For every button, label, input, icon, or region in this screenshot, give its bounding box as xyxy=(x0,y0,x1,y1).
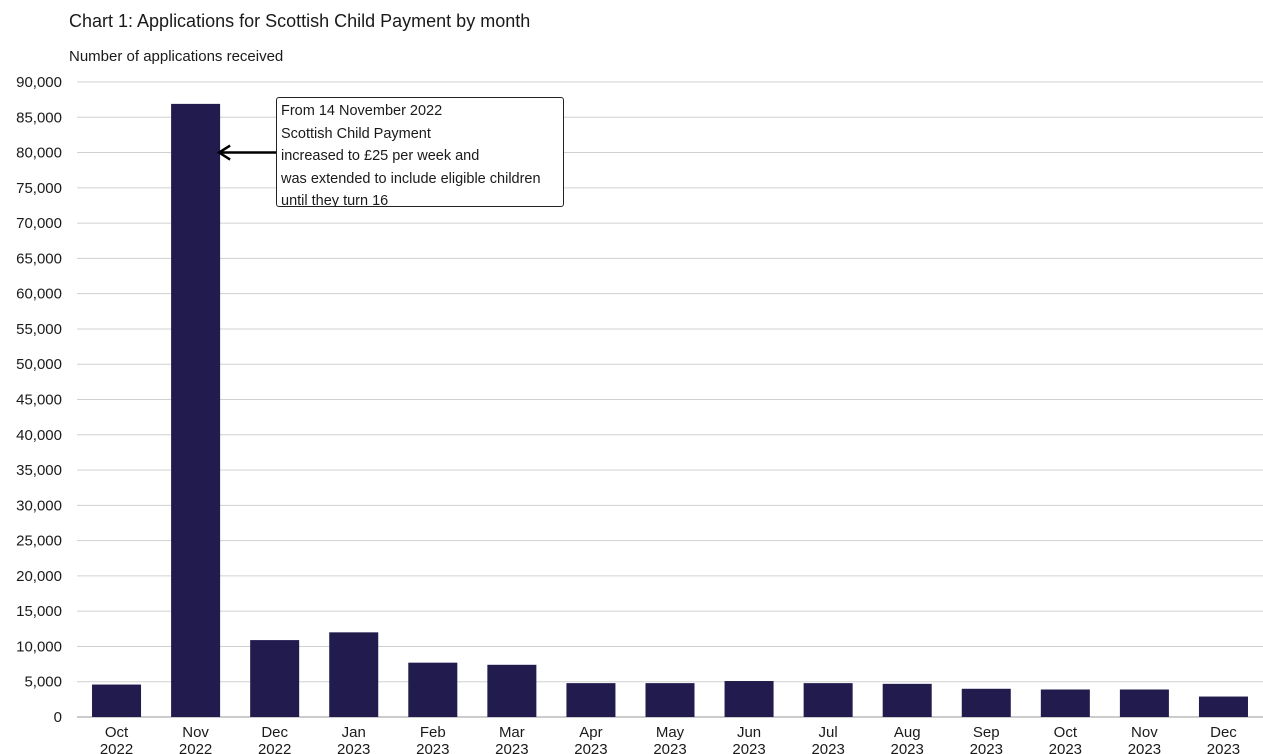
bar xyxy=(724,681,774,717)
annotation-box: From 14 November 2022 Scottish Child Pay… xyxy=(276,97,564,207)
x-tick-label: 2023 xyxy=(1049,741,1082,754)
x-tick-label: 2023 xyxy=(970,741,1003,754)
x-tick-label: 2023 xyxy=(337,741,370,754)
bar xyxy=(408,662,458,717)
y-tick-label: 40,000 xyxy=(16,427,62,444)
y-tick-label: 75,000 xyxy=(16,180,62,197)
x-tick-label: 2022 xyxy=(258,741,291,754)
annotation-line: From 14 November 2022 xyxy=(281,103,443,119)
y-tick-label: 90,000 xyxy=(16,74,62,91)
annotation-line: Scottish Child Payment xyxy=(281,125,431,142)
y-tick-label: 25,000 xyxy=(16,533,62,550)
bars xyxy=(92,103,1248,718)
bar xyxy=(645,683,695,717)
annotation-line: until they turn 16 xyxy=(281,193,389,207)
annotation-line: was extended to include eligible childre… xyxy=(281,170,541,187)
bar xyxy=(487,664,537,717)
x-tick-label: Oct xyxy=(105,724,129,741)
y-tick-label: 85,000 xyxy=(16,109,62,126)
x-tick-label: Feb xyxy=(420,724,446,741)
chart-title: Chart 1: Applications for Scottish Child… xyxy=(69,11,531,31)
x-tick-label: 2023 xyxy=(732,741,765,754)
x-tick-label: 2023 xyxy=(495,741,528,754)
x-tick-label: Jul xyxy=(819,724,838,741)
y-tick-label: 15,000 xyxy=(16,603,62,620)
y-tick-label: 10,000 xyxy=(16,638,62,655)
y-tick-label: 30,000 xyxy=(16,497,62,514)
y-tick-label: 60,000 xyxy=(16,286,62,303)
x-tick-label: Aug xyxy=(894,724,921,741)
bar xyxy=(803,683,853,717)
x-axis-ticks: Oct2022Nov2022Dec2022Jan2023Feb2023Mar20… xyxy=(100,724,1240,754)
bar xyxy=(250,640,300,717)
y-tick-label: 80,000 xyxy=(16,145,62,162)
x-tick-label: May xyxy=(656,724,685,741)
x-tick-label: Jun xyxy=(737,724,761,741)
y-tick-label: 35,000 xyxy=(16,462,62,479)
y-tick-label: 5,000 xyxy=(24,674,62,691)
x-tick-label: 2023 xyxy=(891,741,924,754)
bar xyxy=(1119,689,1169,717)
bar xyxy=(329,632,379,717)
bar xyxy=(961,688,1011,717)
x-tick-label: Nov xyxy=(1131,724,1158,741)
bar xyxy=(92,684,142,717)
x-tick-label: 2023 xyxy=(811,741,844,754)
y-tick-label: 70,000 xyxy=(16,215,62,232)
annotation-arrow xyxy=(216,144,276,161)
y-tick-label: 20,000 xyxy=(16,568,62,585)
x-tick-label: Nov xyxy=(182,724,209,741)
x-tick-label: 2023 xyxy=(416,741,449,754)
x-tick-label: 2023 xyxy=(1128,741,1161,754)
bar xyxy=(1198,696,1248,717)
x-tick-label: Oct xyxy=(1054,724,1078,741)
bar xyxy=(566,683,616,717)
x-tick-label: Sep xyxy=(973,724,1000,741)
x-tick-label: 2022 xyxy=(179,741,212,754)
x-tick-label: Jan xyxy=(342,724,366,741)
x-tick-label: 2023 xyxy=(653,741,686,754)
y-tick-label: 55,000 xyxy=(16,321,62,338)
y-axis-label: Number of applications received xyxy=(69,48,284,65)
bar xyxy=(1040,689,1090,717)
x-tick-label: 2022 xyxy=(100,741,133,754)
x-tick-label: 2023 xyxy=(574,741,607,754)
x-tick-label: 2023 xyxy=(1207,741,1240,754)
y-tick-label: 50,000 xyxy=(16,356,62,373)
annotation-line: increased to £25 per week and xyxy=(281,148,480,165)
y-tick-label: 45,000 xyxy=(16,392,62,409)
x-tick-label: Apr xyxy=(579,724,602,741)
y-tick-label: 65,000 xyxy=(16,250,62,267)
y-tick-label: 0 xyxy=(54,709,62,726)
y-axis-ticks: 0 5,000 10,000 15,000 20,000 25,000 30,000 35,0… xyxy=(16,74,62,726)
x-tick-label: Dec xyxy=(1210,724,1237,741)
arrow-head xyxy=(216,144,231,161)
bar xyxy=(882,683,932,717)
x-tick-label: Mar xyxy=(499,724,525,741)
bar xyxy=(171,103,221,718)
gridlines xyxy=(77,81,1263,718)
x-tick-label: Dec xyxy=(261,724,288,741)
